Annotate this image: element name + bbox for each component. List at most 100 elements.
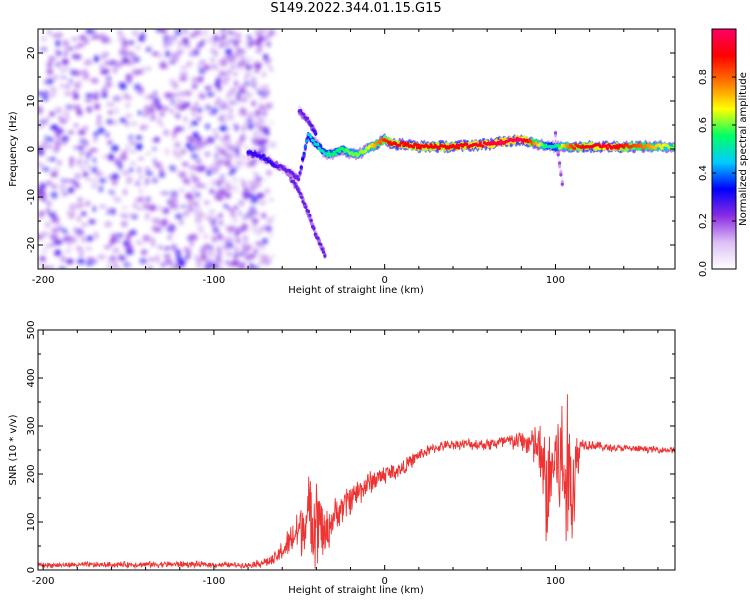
noise-blob xyxy=(246,244,253,251)
noise-blob xyxy=(163,39,167,45)
noise-blob xyxy=(209,58,216,62)
track-point xyxy=(327,151,331,155)
noise-blob xyxy=(204,86,212,91)
noise-blob xyxy=(138,189,143,194)
noise-blob xyxy=(135,135,143,140)
noise-blob xyxy=(260,29,266,34)
noise-blob xyxy=(174,203,178,211)
noise-blob xyxy=(262,238,268,244)
noise-blob xyxy=(145,166,150,172)
noise-blob xyxy=(248,71,253,77)
noise-blob xyxy=(233,217,238,223)
noise-blob xyxy=(265,225,272,232)
noise-blob xyxy=(93,132,99,137)
noise-blob xyxy=(264,130,269,136)
noise-blob xyxy=(266,34,271,39)
track-point xyxy=(299,165,303,169)
noise-blob xyxy=(199,60,206,64)
noise-blob xyxy=(191,77,196,82)
noise-blob xyxy=(51,228,59,233)
noise-blob xyxy=(158,244,163,250)
noise-blob xyxy=(212,226,219,234)
noise-blob xyxy=(246,64,251,69)
noise-blob xyxy=(156,53,165,59)
noise-blob xyxy=(63,50,69,56)
noise-blob xyxy=(174,29,183,36)
noise-blob xyxy=(83,61,92,66)
noise-blob xyxy=(186,197,196,201)
noise-blob xyxy=(234,205,239,210)
noise-blob xyxy=(247,43,252,48)
noise-blob xyxy=(234,187,238,194)
track-point xyxy=(558,161,562,165)
noise-blob xyxy=(148,94,153,100)
noise-blob xyxy=(145,152,152,155)
noise-blob xyxy=(87,235,93,242)
x-tick-label: 100 xyxy=(546,576,565,587)
track-point xyxy=(364,149,368,153)
noise-blob xyxy=(202,30,209,36)
noise-blob xyxy=(230,261,236,266)
noise-blob xyxy=(203,265,211,269)
noise-blob xyxy=(41,250,48,253)
noise-blob xyxy=(92,91,101,96)
noise-blob xyxy=(158,167,165,174)
noise-blob xyxy=(249,206,256,214)
noise-blob xyxy=(258,118,266,124)
noise-blob xyxy=(225,48,233,55)
track-point xyxy=(303,145,307,149)
colorbar-tick-label: 0.2 xyxy=(698,213,709,229)
noise-blob xyxy=(220,236,228,243)
noise-blob xyxy=(189,240,194,247)
noise-blob xyxy=(75,70,81,76)
noise-blob xyxy=(93,56,100,63)
noise-blob xyxy=(47,30,51,35)
track-point xyxy=(456,146,461,150)
noise-blob xyxy=(75,174,82,179)
track-point xyxy=(313,232,317,236)
noise-blob xyxy=(51,33,59,38)
noise-blob xyxy=(251,100,256,107)
noise-blob xyxy=(64,248,72,253)
noise-blob xyxy=(94,103,101,110)
noise-blob xyxy=(227,172,233,176)
track-point xyxy=(320,247,324,251)
noise-blob xyxy=(180,49,184,54)
noise-blob xyxy=(240,261,246,267)
noise-blob xyxy=(58,116,62,120)
track-point xyxy=(379,141,383,145)
noise-blob xyxy=(218,233,222,238)
noise-blob xyxy=(129,141,137,146)
noise-blob xyxy=(80,165,85,171)
noise-blob xyxy=(59,117,64,125)
track-point xyxy=(553,131,558,135)
noise-blob xyxy=(64,235,73,241)
noise-blob xyxy=(155,29,164,33)
noise-blob xyxy=(212,169,218,174)
noise-blob xyxy=(223,204,229,208)
noise-blob xyxy=(175,113,181,119)
noise-blob xyxy=(270,198,273,201)
noise-blob xyxy=(47,202,52,206)
noise-blob xyxy=(159,111,165,117)
noise-blob xyxy=(199,69,206,74)
noise-blob xyxy=(120,84,127,90)
noise-blob xyxy=(148,237,156,243)
noise-blob xyxy=(55,132,61,140)
track-point xyxy=(312,139,316,143)
colorbar-gradient xyxy=(711,28,737,270)
noise-blob xyxy=(253,161,259,166)
noise-blob xyxy=(222,138,228,144)
noise-blob xyxy=(123,240,128,246)
noise-blob xyxy=(196,206,202,212)
track-layer xyxy=(289,173,327,259)
noise-blob xyxy=(171,244,177,250)
track-point xyxy=(306,209,311,213)
noise-blob xyxy=(168,35,173,41)
noise-blob xyxy=(52,75,60,80)
noise-blob xyxy=(182,29,189,35)
noise-blob xyxy=(213,161,217,165)
track-point xyxy=(573,146,577,151)
noise-blob xyxy=(54,106,63,114)
